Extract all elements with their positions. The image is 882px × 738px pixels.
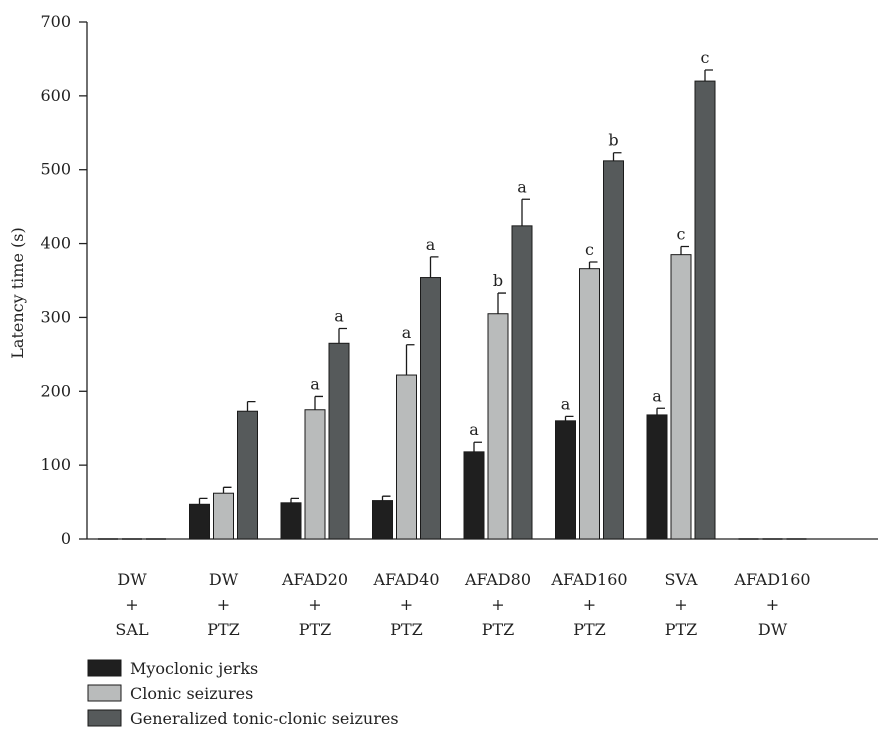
x-tick-label: + [400, 595, 413, 614]
error-bar [222, 486, 232, 494]
bar [189, 503, 210, 540]
y-tick-label: 100 [40, 455, 71, 474]
legend: Myoclonic jerks Clonic seizures Generalize… [87, 659, 399, 728]
legend-swatch [87, 659, 122, 677]
x-tick-label: AFAD80 [464, 570, 531, 589]
error-bar [290, 497, 299, 503]
y-tick-label: 300 [40, 307, 71, 326]
significance-label: b [493, 271, 503, 290]
bar [670, 254, 692, 540]
legend-swatch [87, 709, 122, 727]
bar [328, 342, 350, 540]
bar [420, 277, 441, 540]
x-tick-label: DW [209, 570, 239, 589]
significance-label: a [469, 420, 479, 439]
x-tick-label: AFAD20 [281, 570, 348, 589]
error-bar [521, 198, 530, 226]
bar [511, 225, 533, 540]
bar [237, 410, 258, 540]
x-tick-label: PTZ [573, 620, 606, 639]
bar [213, 492, 234, 540]
legend-label: Generalized tonic-clonic seizures [130, 709, 399, 728]
bar [280, 502, 302, 540]
x-tick-label: + [491, 595, 504, 614]
y-tick-label: 0 [61, 529, 71, 548]
bar [555, 420, 576, 540]
significance-label: a [310, 374, 320, 393]
error-bar [198, 497, 208, 505]
significance-label: a [517, 177, 527, 196]
x-tick-label: + [674, 595, 687, 614]
bar [579, 268, 600, 540]
legend-swatch [87, 684, 122, 702]
significance-label: c [677, 225, 686, 244]
significance-label: b [608, 131, 618, 150]
x-tick-label: PTZ [482, 620, 515, 639]
error-bar [680, 245, 689, 255]
significance-label: a [561, 394, 571, 413]
bar [372, 500, 393, 540]
y-tick-label: 700 [40, 12, 71, 31]
error-bar [564, 415, 574, 421]
axes: 0 100 200 300 400 500 600 700 [40, 12, 878, 548]
x-tick-label: DW [758, 620, 788, 639]
significance-label: a [334, 307, 344, 326]
error-bar [704, 69, 713, 82]
significance-label: a [402, 323, 412, 342]
x-tick-label: PTZ [207, 620, 240, 639]
legend-label: Myoclonic jerks [130, 659, 258, 678]
significance-label: c [585, 240, 594, 259]
x-tick-label: + [766, 595, 779, 614]
significance-label: a [652, 386, 662, 405]
bar [304, 409, 326, 540]
bar [646, 414, 668, 540]
x-tick-label: DW [117, 570, 147, 589]
bar [694, 80, 716, 540]
error-bar [497, 292, 506, 314]
x-tick-label: + [125, 595, 138, 614]
legend-label: Clonic seizures [130, 684, 253, 703]
x-tick-label: AFAD40 [372, 570, 439, 589]
bar [487, 313, 509, 540]
error-bar [656, 407, 665, 415]
error-bar [473, 441, 482, 452]
error-bar [405, 344, 415, 376]
x-tick-label: PTZ [299, 620, 332, 639]
x-tick-label: AFAD160 [550, 570, 627, 589]
error-bar [338, 327, 347, 344]
bar [463, 451, 485, 540]
y-tick-label: 200 [40, 381, 71, 400]
error-bars [198, 69, 713, 505]
x-tick-label: SAL [115, 620, 149, 639]
x-tick-label: SVA [665, 570, 698, 589]
error-bar [381, 495, 391, 501]
x-tick-label: + [308, 595, 321, 614]
y-axis-label: Latency time (s) [8, 227, 27, 358]
y-tick-label: 400 [40, 234, 71, 253]
bars [98, 80, 807, 540]
x-tick-label: PTZ [665, 620, 698, 639]
bar [396, 374, 417, 540]
significance-label: c [701, 48, 710, 67]
bar [603, 160, 624, 540]
y-tick-label: 500 [40, 160, 71, 179]
x-axis-labels: DW + SAL DW + PTZ AFAD20 + PTZ AFAD40 + PTZ AFAD80 + P… [115, 570, 810, 639]
significance-label: a [426, 235, 436, 254]
x-tick-label: + [217, 595, 230, 614]
error-bar [588, 261, 598, 269]
error-bar [612, 152, 622, 161]
x-tick-label: + [583, 595, 596, 614]
significance-labels: a a a a a b c c a a a b c [310, 48, 709, 439]
error-bar [429, 256, 439, 278]
error-bar [314, 395, 323, 410]
x-tick-label: AFAD160 [733, 570, 810, 589]
y-tick-label: 600 [40, 86, 71, 105]
x-tick-label: PTZ [390, 620, 423, 639]
error-bar [246, 400, 256, 412]
